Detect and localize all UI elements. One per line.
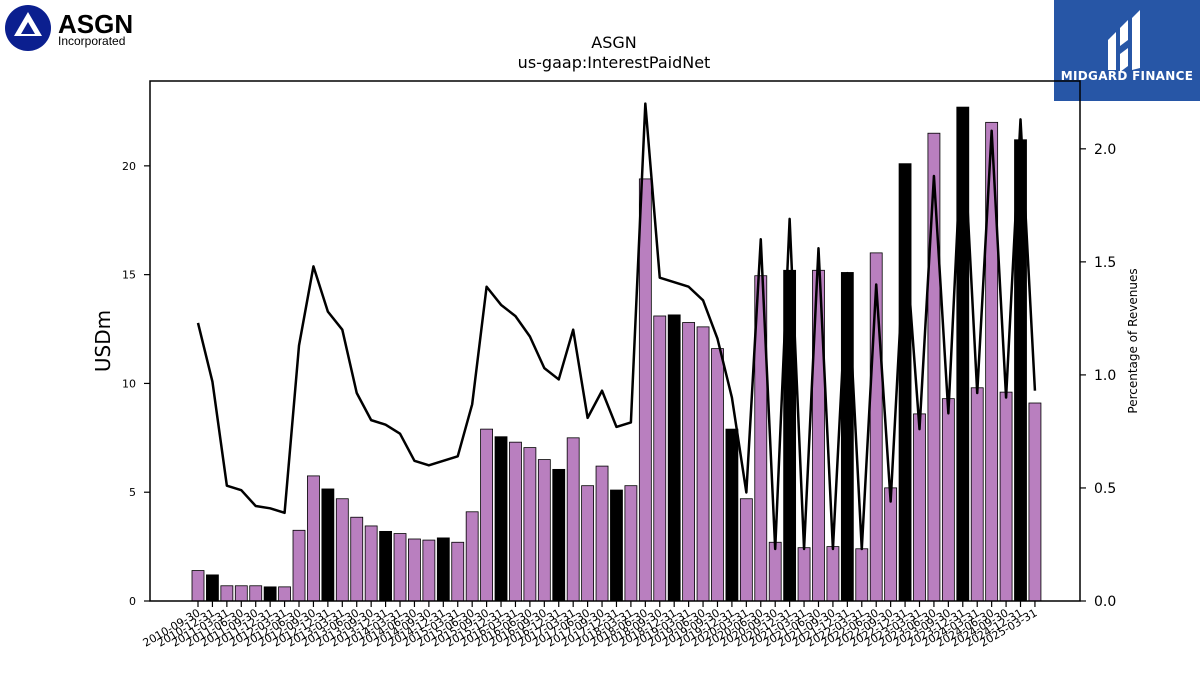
y-tick-label: 20 [122,160,136,173]
bar-2021-09-30 [826,546,840,602]
y2-tick-label: 0.5 [1094,481,1116,497]
bar-2017-12-31 [610,489,623,602]
bar-2023-09-30 [941,398,955,602]
bar-2018-06-30 [638,178,652,602]
bar-2020-03-31 [739,498,753,602]
chart-title: ASGN [591,33,637,52]
y-tick-label: 5 [129,486,136,499]
bar-2013-12-31 [379,530,392,602]
y2-tick-label: 2.0 [1094,142,1116,158]
asgn-logo-sub: Incorporated [58,34,125,48]
bar-2013-03-31 [335,498,349,602]
bar-2014-12-31 [436,537,450,602]
bar-2011-09-30 [249,585,263,602]
bar-2012-06-30 [292,529,306,602]
bar-2011-03-31 [220,585,234,602]
bar-2015-06-30 [465,511,479,602]
y-tick-label: 0 [129,595,136,608]
y-axis-label: USDm [91,310,115,372]
bar-2024-03-31 [970,387,984,602]
bar-2017-03-31 [566,437,580,602]
percentage-line [196,102,1037,551]
bar-2015-03-31 [451,541,465,602]
y2-tick-label: 1.0 [1094,368,1116,384]
midgard-logo-name: MIDGARD FINANCE [1060,69,1194,83]
bar-2025-03-31 [1028,402,1042,602]
asgn-logo: ASGN Incorporated [4,4,154,54]
bar-2013-09-30 [364,525,378,602]
bar-2022-12-31 [898,163,912,602]
asgn-logo-name: ASGN [58,9,133,39]
midgard-finance-logo: MIDGARD FINANCE [1054,0,1200,101]
bar-2018-09-30 [653,315,667,602]
bar-2019-09-30 [711,348,724,602]
bar-2013-06-30 [350,516,364,602]
y2-axis-label: Percentage of Revenues [1126,268,1140,413]
bar-2012-09-30 [307,475,320,602]
bar-2015-12-31 [494,436,508,602]
bar-2020-09-30 [768,541,782,602]
plot-frame [149,80,1081,602]
bar-2019-06-30 [696,326,710,602]
midgard-emblem-icon [1108,10,1140,72]
bar-2016-06-30 [523,447,537,602]
bar-2014-03-31 [393,533,407,602]
y-tick-label: 10 [122,377,136,390]
chart-subtitle: us-gaap:InterestPaidNet [517,53,711,72]
bar-2010-12-31 [206,574,219,602]
bar-2023-03-31 [913,413,926,602]
bar-2012-03-31 [278,586,291,602]
bar-2023-06-30 [927,132,941,602]
bar-2019-12-31 [725,428,739,602]
bar-2011-06-30 [234,585,248,602]
bar-2014-06-30 [408,538,421,602]
bar-2012-12-31 [321,488,335,602]
y-tick-label: 15 [122,269,136,282]
bar-2018-12-31 [667,314,681,602]
bar-2019-03-31 [682,322,696,602]
bar-2016-03-31 [509,441,522,602]
bar-2016-12-31 [552,468,566,602]
bar-2011-12-31 [263,586,277,602]
bar-2016-09-30 [537,459,551,602]
bar-2017-06-30 [581,485,595,602]
bar-2010-09-30 [191,570,205,602]
bar-2021-03-31 [797,547,811,602]
bar-2018-03-31 [624,485,638,602]
bar-2021-12-31 [840,272,854,602]
bar-2015-09-30 [480,428,494,602]
bar-2014-09-30 [422,539,436,602]
bar-2022-09-30 [884,487,898,602]
y2-tick-label: 0.0 [1094,594,1116,610]
bar-2017-09-30 [595,465,609,602]
bar-2024-09-30 [999,391,1013,602]
bar-2022-03-31 [855,548,869,602]
y2-tick-label: 1.5 [1094,255,1116,271]
